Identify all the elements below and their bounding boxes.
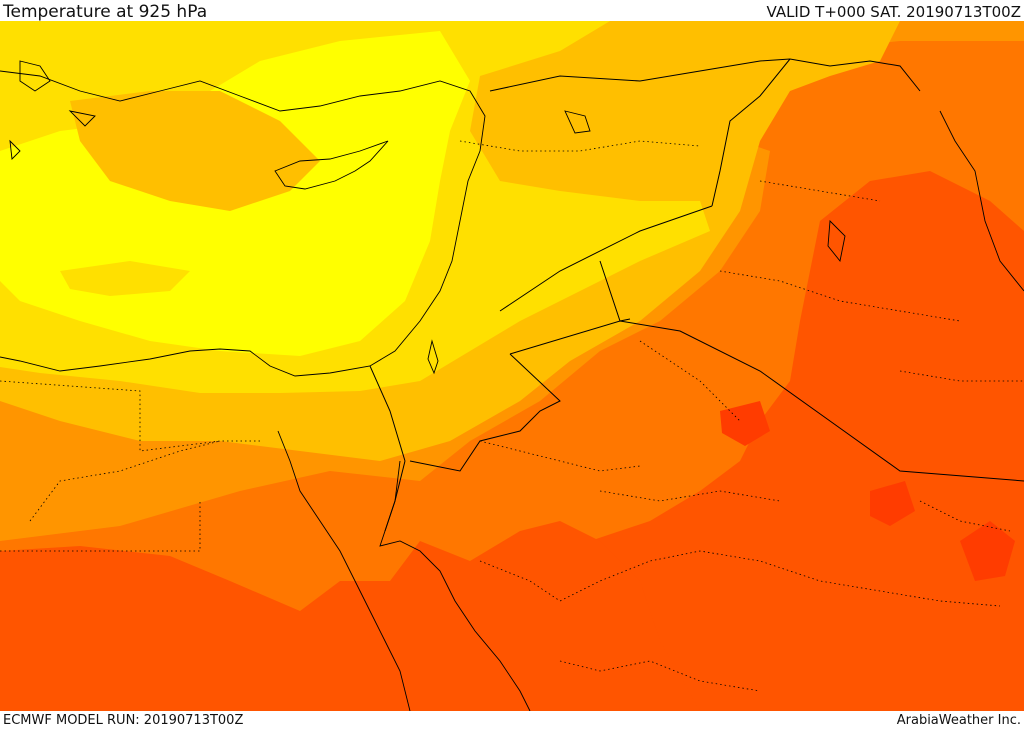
footer-bar: ECMWF MODEL RUN: 20190713T00Z ArabiaWeat… — [0, 711, 1024, 729]
temperature-band-red-orange — [560, 171, 1024, 711]
country-borders — [369, 58, 1024, 532]
model-run-label: ECMWF MODEL RUN: 20190713T00Z — [3, 713, 244, 728]
temperature-band-red — [720, 401, 1015, 581]
map-title: Temperature at 925 hPa — [3, 2, 208, 22]
map-canvas — [0, 21, 1024, 711]
valid-time-label: VALID T+000 SAT. 20190713T00Z — [766, 3, 1021, 21]
header-bar: Temperature at 925 hPa VALID T+000 SAT. … — [0, 0, 1024, 21]
coastlines — [0, 60, 1024, 711]
temperature-band-red-orange-sw — [0, 521, 700, 711]
temperature-band-amber-patch — [70, 91, 320, 211]
temperature-band-gold-patch — [60, 261, 190, 296]
temperature-map[interactable] — [0, 21, 1024, 711]
credit-label: ArabiaWeather Inc. — [896, 713, 1021, 728]
admin-borders — [0, 140, 1024, 692]
